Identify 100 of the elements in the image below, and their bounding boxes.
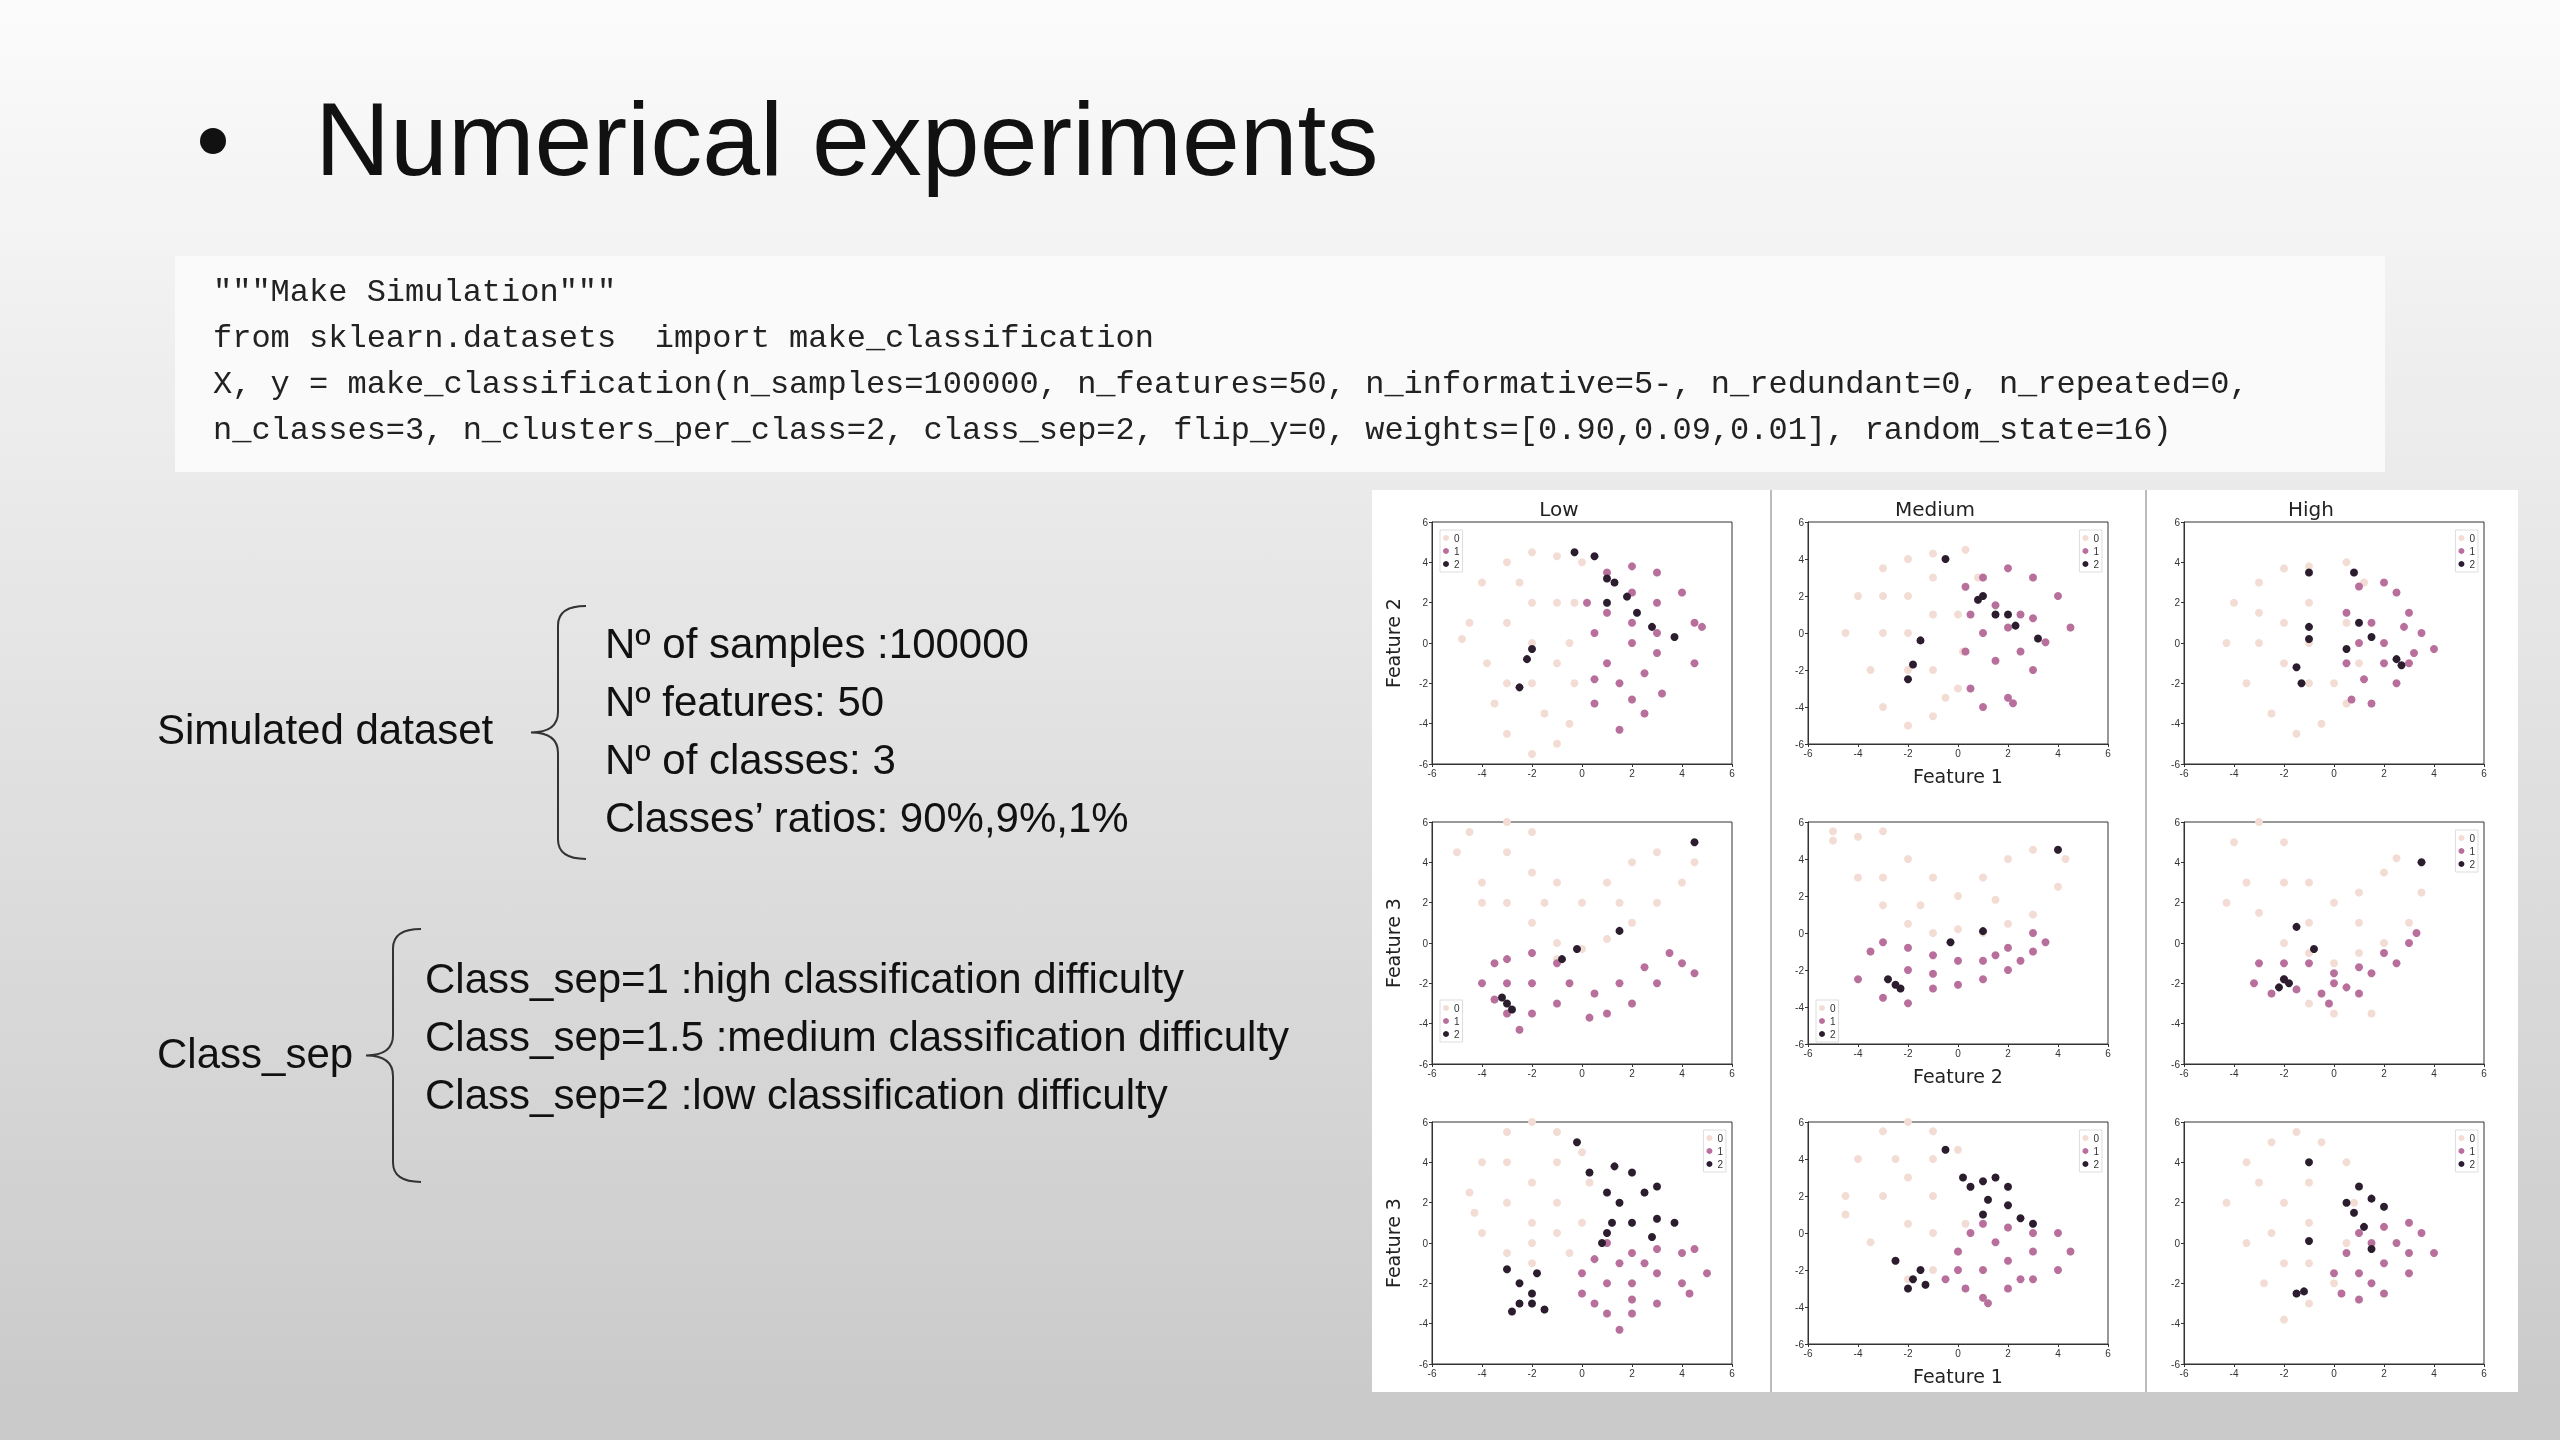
x-tick-label: 6 bbox=[1729, 1367, 1736, 1379]
point bbox=[1583, 598, 1591, 607]
point bbox=[1896, 984, 1905, 993]
point bbox=[2004, 1223, 2012, 1232]
point bbox=[1570, 598, 1579, 607]
point bbox=[1553, 739, 1561, 748]
point bbox=[1553, 552, 1561, 561]
point bbox=[1979, 956, 1987, 965]
point bbox=[1904, 555, 1912, 563]
point bbox=[1508, 1005, 1516, 1014]
point bbox=[1615, 679, 1624, 688]
point bbox=[1979, 873, 1987, 882]
point bbox=[1916, 1266, 1925, 1274]
point bbox=[2280, 564, 2288, 573]
point bbox=[1685, 1289, 1694, 1298]
x-tick-label: 0 bbox=[1955, 1347, 1962, 1359]
x-tick-label: 6 bbox=[2481, 1067, 2488, 1079]
point bbox=[1478, 979, 1486, 988]
point bbox=[2355, 582, 2363, 591]
point bbox=[1904, 1284, 1912, 1293]
point bbox=[2405, 608, 2413, 617]
x-tick-label: 0 bbox=[1579, 1067, 1586, 1079]
point bbox=[2004, 919, 2012, 928]
point bbox=[2400, 622, 2408, 631]
x-tick-label: -4 bbox=[1853, 1047, 1863, 1059]
text: Class_sep bbox=[157, 1030, 354, 1078]
y-axis-title: Feature 3 bbox=[1381, 1198, 1404, 1288]
y-tick-label: -6 bbox=[1795, 1038, 1805, 1050]
legend-label: 1 bbox=[2469, 545, 2476, 557]
point bbox=[1465, 1188, 1474, 1197]
x-axis-title: Feature 1 bbox=[1913, 764, 2003, 787]
point bbox=[1528, 548, 1536, 557]
point bbox=[2222, 1198, 2231, 1207]
point bbox=[1891, 1155, 1900, 1163]
point bbox=[1841, 1192, 1850, 1200]
text: """Make Simulation""" bbox=[213, 273, 617, 313]
y-tick-label: -4 bbox=[1795, 1301, 1805, 1313]
y-tick-label: -2 bbox=[1795, 1264, 1805, 1276]
point bbox=[2054, 845, 2062, 854]
point bbox=[2009, 699, 2017, 708]
y-tick-label: -6 bbox=[2171, 758, 2181, 770]
point bbox=[1879, 629, 1887, 637]
point bbox=[1553, 939, 1561, 947]
point bbox=[2004, 1256, 2012, 1265]
point bbox=[2360, 1222, 2368, 1231]
y-tick-label: 6 bbox=[2174, 816, 2181, 828]
point bbox=[1528, 1239, 1536, 1247]
point bbox=[1954, 684, 1962, 693]
point bbox=[2054, 592, 2062, 600]
y-tick-label: 0 bbox=[2174, 937, 2181, 949]
x-tick-label: -4 bbox=[2229, 1067, 2239, 1079]
y-tick-label: 6 bbox=[1422, 816, 1429, 828]
point bbox=[2305, 1299, 2313, 1308]
point bbox=[1961, 545, 1970, 554]
point bbox=[1603, 1309, 1611, 1318]
point bbox=[2300, 1287, 2308, 1296]
x-tick-label: 2 bbox=[1629, 767, 1636, 779]
y-tick-label: 6 bbox=[2174, 1116, 2181, 1128]
point bbox=[2342, 1239, 2351, 1247]
point bbox=[1929, 984, 1937, 993]
x-tick-label: -2 bbox=[1527, 767, 1537, 779]
y-tick-label: 4 bbox=[2174, 856, 2181, 868]
y-tick-label: -4 bbox=[1419, 718, 1429, 730]
point bbox=[1966, 1229, 1975, 1237]
point bbox=[1961, 1284, 1970, 1293]
point bbox=[2280, 838, 2288, 847]
point bbox=[2255, 908, 2263, 917]
point bbox=[2029, 947, 2037, 956]
point bbox=[1941, 555, 1950, 563]
point bbox=[2367, 632, 2376, 641]
point bbox=[2430, 645, 2438, 654]
point bbox=[2004, 1182, 2012, 1191]
y-tick-label: -2 bbox=[1795, 964, 1805, 976]
point bbox=[2305, 1218, 2313, 1227]
legend-label: 2 bbox=[2093, 558, 2100, 570]
point bbox=[2355, 949, 2363, 958]
x-tick-label: 4 bbox=[2431, 1367, 2438, 1379]
x-tick-label: 2 bbox=[1629, 1367, 1636, 1379]
point bbox=[1879, 703, 1887, 711]
point bbox=[1941, 693, 1950, 702]
point bbox=[2029, 845, 2037, 854]
point bbox=[1503, 1249, 1511, 1258]
legend-label: 0 bbox=[2469, 1132, 2476, 1144]
point bbox=[1904, 919, 1912, 928]
legend-label: 2 bbox=[1454, 1028, 1460, 1040]
point bbox=[1603, 1228, 1611, 1237]
legend-label: 2 bbox=[2469, 558, 2476, 570]
point bbox=[1909, 660, 1917, 669]
point bbox=[1904, 675, 1912, 684]
point bbox=[2242, 1239, 2251, 1247]
point bbox=[2405, 1269, 2413, 1278]
legend-label: 1 bbox=[1830, 1015, 1836, 1027]
point bbox=[1503, 979, 1511, 988]
point bbox=[1515, 1299, 1524, 1308]
x-axis-title: Feature 1 bbox=[1913, 1364, 2003, 1387]
y-tick-label: -6 bbox=[1795, 1338, 1805, 1350]
point bbox=[1954, 1145, 1962, 1154]
y-tick-label: -2 bbox=[1419, 1277, 1429, 1289]
point bbox=[1653, 1269, 1661, 1278]
point bbox=[1991, 951, 2000, 960]
